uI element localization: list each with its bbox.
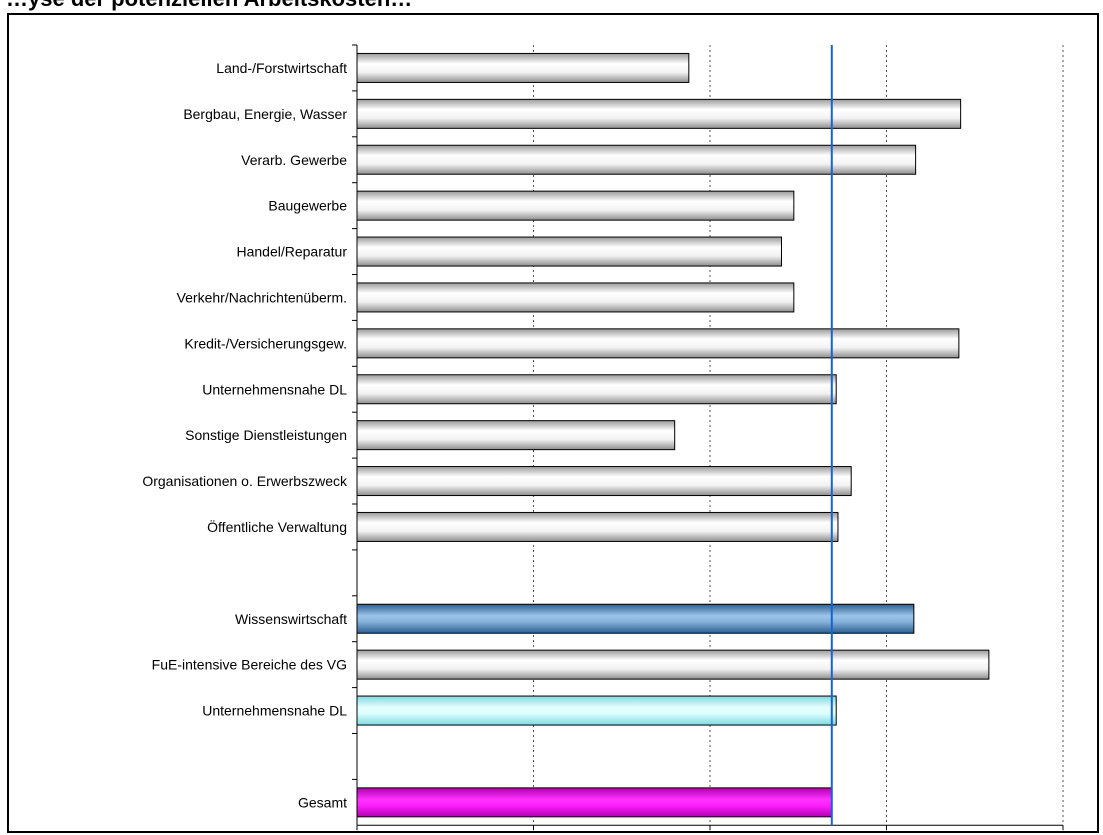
- category-label: Öffentliche Verwaltung: [207, 518, 347, 535]
- category-label: Handel/Reparatur: [236, 244, 347, 260]
- category-label: Kredit-/Versicherungsgew.: [184, 335, 347, 351]
- category-label: Sonstige Dienstleistungen: [185, 427, 347, 443]
- category-label: Land-/Forstwirtschaft: [216, 60, 347, 76]
- bar: [356, 649, 990, 680]
- category-label: Gesamt: [298, 794, 347, 810]
- bar: [356, 695, 837, 726]
- bar: [356, 787, 833, 818]
- bar: [356, 328, 960, 359]
- bar: [356, 466, 852, 497]
- category-label: Bergbau, Energie, Wasser: [183, 106, 347, 122]
- bar: [356, 374, 837, 405]
- category-label: Verkehr/Nachrichtenüberm.: [177, 289, 347, 305]
- bar: [356, 144, 917, 175]
- bar: [356, 236, 782, 267]
- bar: [356, 420, 676, 451]
- category-label: Unternehmensnahe DL: [202, 381, 347, 397]
- bar: [356, 603, 915, 634]
- bar: [356, 282, 795, 313]
- category-label: Verarb. Gewerbe: [241, 152, 347, 168]
- category-label: Organisationen o. Erwerbszweck: [142, 473, 348, 489]
- bar: [356, 511, 839, 542]
- page-title: …yse der potenziellen Arbeitskosten…: [6, 0, 412, 12]
- category-label: Wissenswirtschaft: [235, 611, 347, 627]
- bar: [356, 52, 690, 83]
- bar: [356, 190, 795, 221]
- category-label: Baugewerbe: [268, 198, 347, 214]
- category-label: Unternehmensnahe DL: [202, 703, 347, 719]
- category-label: FuE-intensive Bereiche des VG: [152, 657, 347, 673]
- bar: [356, 98, 962, 129]
